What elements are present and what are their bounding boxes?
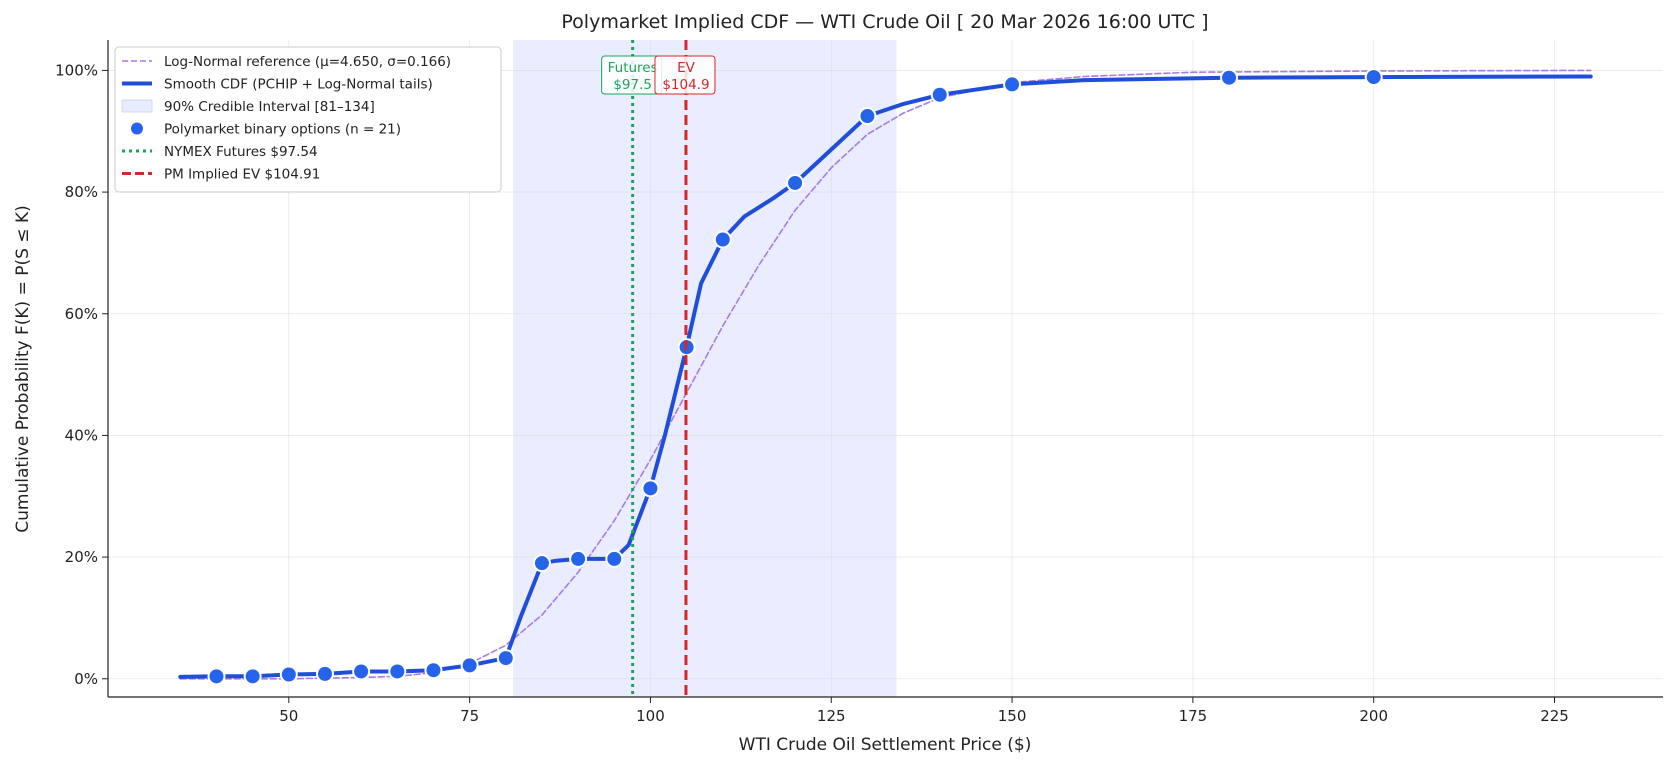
- data-point: [930, 85, 949, 104]
- futures-annotation-text: $97.5: [613, 77, 652, 93]
- ev-annotation-box: [654, 55, 716, 95]
- x-tick-label: 150: [998, 707, 1027, 725]
- legend: Log-Normal reference (μ=4.650, σ=0.166) S…: [114, 46, 502, 193]
- y-tick-label: 80%: [65, 183, 98, 201]
- legend-entry-label: Log-Normal reference (μ=4.650, σ=0.166): [164, 54, 451, 70]
- data-point: [315, 664, 334, 683]
- x-tick-label: 200: [1359, 707, 1388, 725]
- x-axis-label: WTI Crude Oil Settlement Price ($): [739, 735, 1032, 755]
- data-point: [1220, 68, 1239, 87]
- y-tick-label: 40%: [65, 426, 98, 444]
- y-axis-label: Cumulative Probability F(K) = P(S ≤ K): [13, 205, 33, 532]
- data-point: [279, 665, 298, 684]
- legend-swatch-points: [129, 120, 145, 137]
- data-point: [858, 107, 877, 126]
- x-tick-label: 100: [636, 707, 665, 725]
- data-point: [1003, 75, 1022, 94]
- axis-layer: 50 75 100 125 150 175 200 225 0% 20% 40% 60% 80% 100%: [55, 40, 1663, 725]
- data-point: [713, 230, 732, 249]
- x-tick-label: 125: [817, 707, 846, 725]
- data-point: [1364, 68, 1383, 87]
- data-point: [388, 662, 407, 681]
- ev-annotation-text: $104.9: [662, 77, 709, 93]
- data-point: [605, 549, 624, 568]
- credible-interval-band: [513, 40, 897, 697]
- chart-title: Polymarket Implied CDF — WTI Crude Oil […: [561, 11, 1208, 33]
- legend-swatch-ci: [121, 99, 153, 113]
- data-point: [352, 662, 371, 681]
- data-point: [207, 667, 226, 686]
- data-point: [424, 661, 443, 680]
- x-tick-label: 225: [1540, 707, 1569, 725]
- vline-layer: Futures$97.5 EV$104.9: [601, 40, 716, 697]
- credible-interval-layer: [513, 40, 897, 697]
- series-layer: [178, 68, 1593, 686]
- y-tick-label: 20%: [65, 548, 98, 566]
- legend-entry-label: Polymarket binary options (n = 21): [164, 122, 401, 138]
- x-tick-label: 175: [1179, 707, 1208, 725]
- data-point: [496, 649, 515, 668]
- legend-entry-label: 90% Credible Interval [81–134]: [164, 99, 375, 115]
- legend-box: [114, 46, 502, 193]
- x-tick-label: 50: [279, 707, 298, 725]
- grid-layer: [108, 40, 1663, 697]
- y-tick-label: 60%: [65, 305, 98, 323]
- x-tick-label: 75: [460, 707, 479, 725]
- data-point: [243, 667, 262, 686]
- y-tick-label: 100%: [55, 61, 98, 79]
- data-point: [641, 479, 660, 498]
- y-tick-label: 0%: [74, 670, 98, 688]
- legend-entry-label: PM Implied EV $104.91: [164, 167, 320, 183]
- legend-entry-label: NYMEX Futures $97.54: [164, 144, 318, 160]
- data-point: [460, 656, 479, 675]
- data-point: [786, 173, 805, 192]
- data-point: [569, 549, 588, 568]
- legend-entry-label: Smooth CDF (PCHIP + Log-Normal tails): [164, 77, 433, 93]
- ev-annotation-text: EV: [677, 60, 696, 76]
- data-point: [532, 554, 551, 573]
- futures-annotation-text: Futures: [608, 60, 658, 76]
